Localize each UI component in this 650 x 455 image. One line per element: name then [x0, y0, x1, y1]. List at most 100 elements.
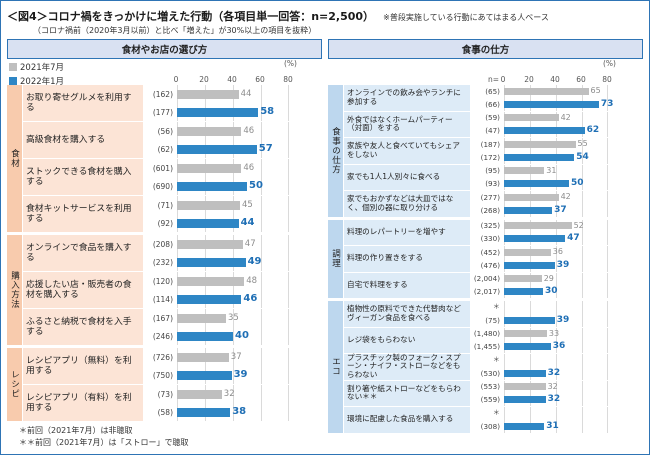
n-2022-01: (92): [157, 218, 173, 228]
chart-row: 応援したい店・販売者の食材を購入する (120) (114) 48 46: [22, 272, 322, 308]
n-2021-07: (71): [157, 200, 173, 210]
bar-value: 37: [230, 351, 242, 362]
chart-row: お取り寄せグルメを利用する (162) (177) 44 58: [22, 85, 322, 121]
axis-tick-label: 0: [173, 75, 179, 84]
n-2021-07: ＊: [492, 408, 500, 418]
title-row: ＜図4＞コロナ禍をきっかけに増えた行動（各項目単一回答：n=2,500） ※普段…: [7, 5, 643, 24]
bar-2022-01: [177, 331, 233, 341]
chart-row: レシピアプリ（無料）を利用する (726) (750) 37 39: [22, 348, 322, 384]
row-label: 割り箸や紙ストローなどをもらわない＊＊: [344, 380, 470, 406]
bar-value: 48: [246, 275, 258, 286]
row-n-values: (56) (62): [143, 122, 177, 158]
axis-row: n= 0 20 40 60 80 (%): [328, 59, 643, 85]
axis-tick-label: 20: [199, 75, 209, 84]
group-rows: 植物性の原料でできた代替肉などヴィーガン食品を食べる ＊ (75) 39 レジ袋をもらわ…: [343, 301, 643, 433]
bar-2021-07: [504, 330, 547, 338]
row-bars: 32: [504, 354, 643, 380]
chart-row: 高級食材を購入する (56) (62) 46 57: [22, 122, 322, 158]
row-bars: 35 40: [177, 309, 322, 345]
n-2021-07: (553): [480, 382, 500, 392]
row-bars: 29 30: [504, 272, 643, 298]
bar-line: 47: [504, 232, 643, 245]
row-bars: 46 57: [177, 122, 322, 158]
legend-label: 2021年7月: [20, 63, 65, 73]
bar-line: 36: [504, 340, 643, 353]
bar-line: 37: [177, 348, 322, 366]
figure-subtitle: （コロナ禍前（2020年3月以前）と比べ「増えた」が30%以上の項目を抜粋）: [33, 26, 317, 35]
bar-value: 38: [232, 406, 247, 417]
bar-2022-01: [504, 261, 555, 269]
axis-tick-label: 40: [550, 75, 560, 84]
bar-line: 30: [504, 285, 643, 298]
category-label: 購入方法: [7, 235, 22, 345]
bar-value: 36: [552, 247, 563, 257]
bar-value: 42: [560, 192, 571, 202]
bar-value: 46: [243, 125, 255, 136]
legend-swatch-icon: [9, 77, 17, 85]
row-label: 自宅で料理をする: [344, 272, 470, 298]
row-bars: 44 58: [177, 85, 322, 121]
bar-2021-07: [177, 126, 242, 136]
n-2021-07: (277): [480, 192, 500, 202]
bar-line: 52: [504, 220, 643, 233]
row-n-values: (73) (58): [143, 385, 177, 421]
bar-value: 32: [547, 367, 561, 378]
chart-row: 割り箸や紙ストローなどをもらわない＊＊ (553) (559) 32 32: [343, 380, 643, 406]
bar-line: 33: [504, 328, 643, 341]
chart-row: ストックできる食材を購入する (601) (690) 46 50: [22, 159, 322, 195]
bar-2021-07: [177, 163, 242, 173]
legend-label: 2022年1月: [20, 77, 65, 87]
bar-line: 46: [177, 159, 322, 177]
bar-value: 31: [546, 420, 559, 431]
row-bars: 47 49: [177, 235, 322, 271]
bar-line: 32: [177, 385, 322, 403]
row-label: オンラインで食品を購入する: [23, 235, 143, 271]
bar-2022-01: [504, 100, 599, 108]
row-label: 食材キットサービスを利用する: [23, 196, 143, 232]
n-2021-07: (187): [480, 139, 500, 149]
bar-value: 65: [590, 86, 601, 96]
row-label: レシピアプリ（有料）を利用する: [23, 385, 143, 421]
row-bars: 52 47: [504, 219, 643, 245]
legend-item-2022-01: 2022年1月: [9, 75, 64, 87]
bar-2021-07: [504, 140, 576, 148]
row-label: ふるさと納税で食材を入手する: [23, 309, 143, 345]
category-label: 食事の仕方: [328, 85, 343, 217]
n-2022-01: (75): [485, 315, 500, 325]
legend: 2021年7月 2022年1月: [9, 61, 64, 87]
row-n-values: (71) (92): [143, 196, 177, 232]
row-n-values: (726) (750): [143, 348, 177, 384]
n-2022-01: (330): [480, 234, 500, 244]
chart-row: 食材キットサービスを利用する (71) (92) 45 44: [22, 196, 322, 232]
n-2021-07: (65): [485, 86, 500, 96]
bar-value: 40: [235, 330, 249, 341]
axis-tick-label: 20: [524, 75, 534, 84]
row-bars: 31: [504, 407, 643, 433]
row-label: 環境に配慮した食品を購入する: [344, 407, 470, 433]
n-2022-01: (114): [152, 294, 173, 304]
row-bars: 37 39: [177, 348, 322, 384]
chart-row: レシピアプリ（有料）を利用する (73) (58) 32 38: [22, 385, 322, 421]
bar-line: 42: [504, 112, 643, 125]
bar-value: 39: [233, 369, 248, 380]
bar-line: 37: [504, 204, 643, 217]
n-2022-01: (308): [480, 421, 500, 431]
bar-2021-07: [177, 200, 240, 210]
legend-item-2021-07: 2021年7月: [9, 61, 64, 73]
row-label: 高級食材を購入する: [23, 122, 143, 158]
bar-2021-07: [177, 276, 245, 286]
row-n-values: (65) (66): [470, 85, 504, 111]
row-n-values: (601) (690): [143, 159, 177, 195]
row-bars: 39: [504, 301, 643, 327]
row-n-values: (167) (246): [143, 309, 177, 345]
chart-row: レジ袋をもらわない (1,480) (1,455) 33 36: [343, 327, 643, 353]
n-2021-07: (601): [152, 163, 173, 173]
group-rows: 料理のレパートリーを増やす (325) (330) 52 47 料理の作り置きをする (45…: [343, 219, 643, 298]
bar-value: 36: [552, 341, 566, 352]
n-2022-01: (58): [157, 407, 173, 417]
axis-tick-label: 0: [500, 75, 506, 84]
bar-line: 39: [504, 314, 643, 327]
n-2021-07: (167): [152, 313, 173, 323]
n-2022-01: (750): [152, 370, 173, 380]
bar-line: 32: [504, 393, 643, 406]
